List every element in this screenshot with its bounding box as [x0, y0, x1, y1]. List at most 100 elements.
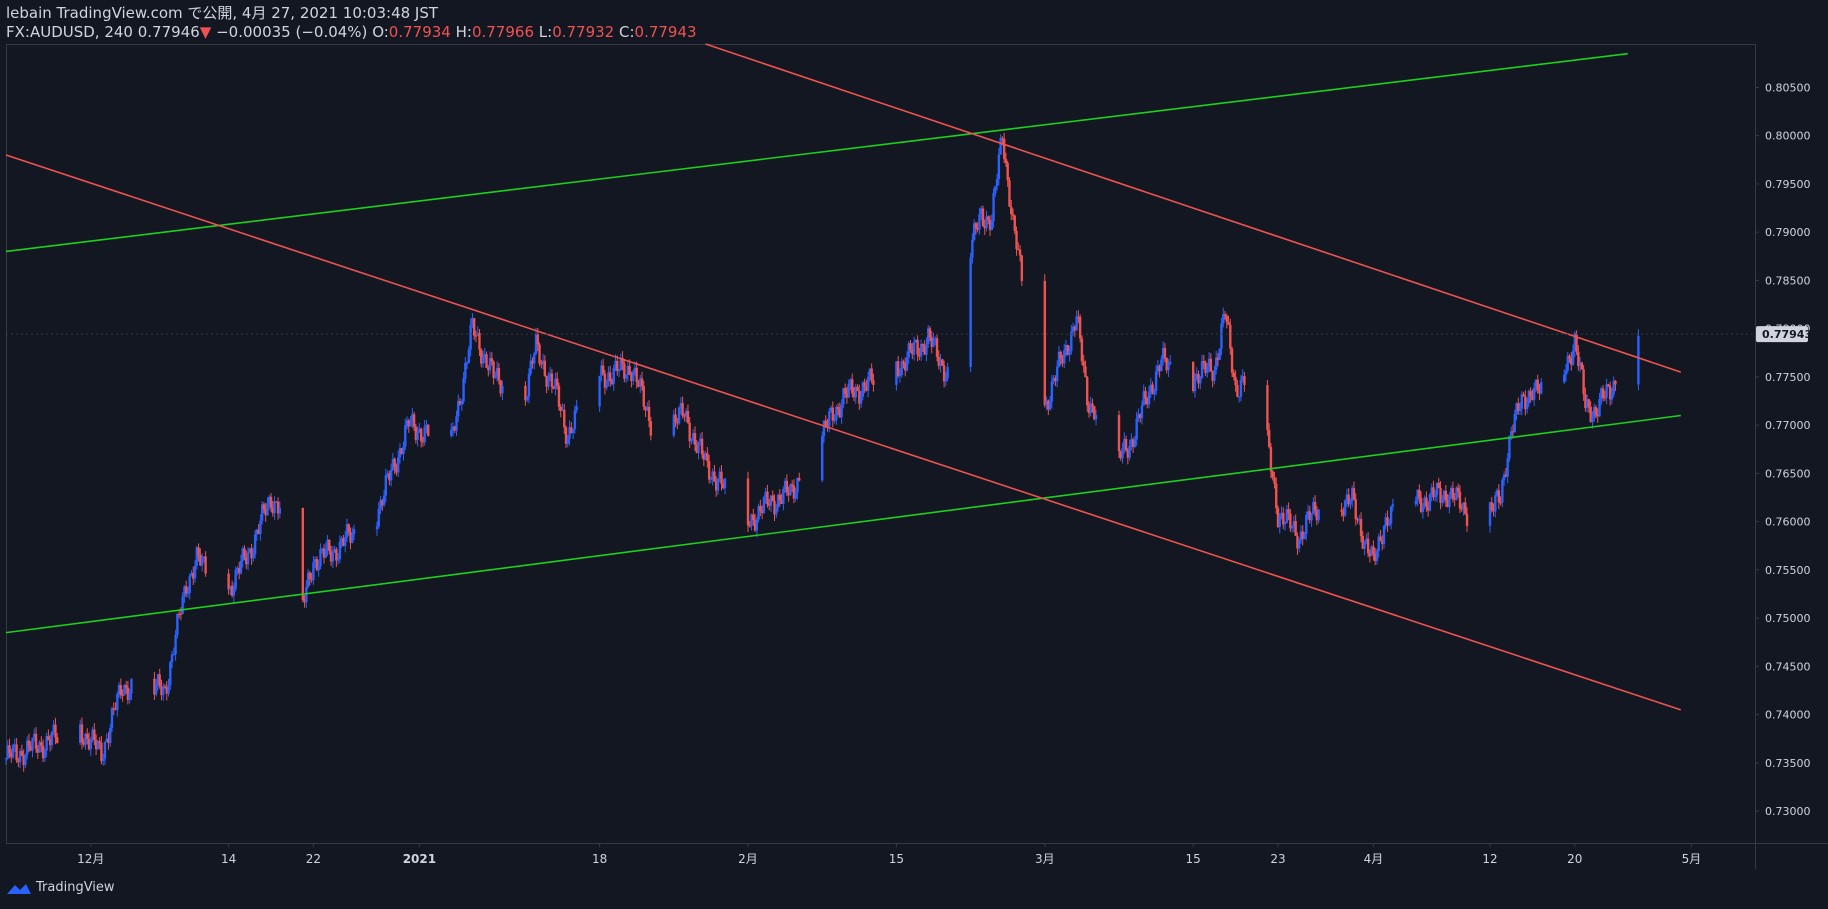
trendlines-layer[interactable]: [5, 43, 1682, 711]
candle-body: [17, 760, 20, 763]
candle-body: [524, 385, 527, 401]
tradingview-logo-icon[interactable]: [6, 881, 32, 895]
candle-body: [997, 154, 1001, 180]
candle-body: [700, 438, 704, 455]
candle-body: [1292, 521, 1296, 527]
candle-body: [109, 728, 112, 744]
candle-body: [464, 362, 467, 379]
candle-body: [335, 549, 338, 561]
candle-body: [605, 381, 608, 388]
candle-body: [467, 349, 471, 363]
price-axis[interactable]: 0.805000.800000.795000.790000.785000.780…: [1755, 81, 1811, 818]
candle-body: [707, 461, 711, 480]
candle-body: [1214, 357, 1218, 371]
candle-body: [257, 529, 260, 535]
candle-body: [1414, 500, 1417, 505]
candle-body: [1123, 438, 1126, 449]
candle-body: [313, 559, 317, 563]
candle-body: [1167, 364, 1170, 371]
candle-body: [612, 368, 615, 385]
candle-body: [916, 339, 919, 355]
candle-body: [870, 368, 873, 381]
candle-body: [47, 736, 50, 741]
candle-body: [1614, 380, 1617, 385]
trendline[interactable]: [5, 52, 1628, 253]
candle-body: [1419, 497, 1423, 513]
candle-body: [1499, 502, 1502, 504]
candle-body: [1121, 448, 1124, 459]
candle-body: [193, 565, 197, 579]
candle-body: [1465, 514, 1469, 526]
candle-body: [1418, 489, 1421, 498]
candle-body: [607, 372, 610, 382]
candle-body: [647, 406, 651, 422]
candle-body: [179, 613, 183, 615]
candle-body: [1082, 361, 1085, 367]
candle-body: [1525, 403, 1529, 410]
candle-body: [34, 733, 38, 749]
candle-body: [457, 400, 460, 417]
candle-body: [713, 471, 716, 482]
footer-brand[interactable]: TradingView: [36, 880, 115, 895]
symbol-label[interactable]: FX:AUDUSD, 240: [6, 23, 133, 41]
candle-body: [649, 421, 653, 436]
candle-body: [340, 538, 343, 542]
candle-body: [644, 406, 647, 411]
candle-body: [1580, 362, 1584, 370]
candle-body: [679, 403, 683, 408]
candle-body: [570, 427, 573, 433]
candle-body: [690, 439, 693, 442]
candle-body: [1306, 511, 1310, 516]
candle-body: [1349, 501, 1352, 505]
candle-body: [1563, 374, 1566, 383]
candle-body: [1448, 495, 1451, 508]
trendline[interactable]: [5, 154, 1682, 711]
candle-body: [56, 737, 59, 743]
candle-body: [1490, 502, 1493, 510]
candle-body: [1520, 394, 1523, 409]
time-axis[interactable]: 12月 14 22 2021 18 2月 15 3月 15 23 4月 12 20 5月: [77, 843, 1701, 866]
candle-body: [545, 375, 548, 387]
candle-body: [273, 501, 276, 514]
candle-body: [1568, 355, 1571, 358]
candle-body: [54, 724, 57, 738]
candle-body: [1368, 553, 1372, 557]
candle-body: [345, 524, 349, 538]
candle-body: [1002, 138, 1006, 160]
candle-body: [985, 216, 988, 229]
candle-body: [490, 357, 494, 362]
trendline[interactable]: [5, 414, 1681, 634]
candle-body: [1315, 510, 1319, 521]
candle-body: [1573, 333, 1576, 351]
candle-body: [250, 548, 253, 559]
trendline[interactable]: [705, 43, 1682, 373]
candle-body: [245, 557, 248, 565]
candle-body: [1156, 365, 1160, 372]
candle-body: [375, 526, 379, 530]
candle-body: [1494, 495, 1497, 512]
candle-body: [306, 572, 310, 587]
candle-body: [169, 662, 172, 686]
footer: TradingView: [6, 880, 115, 895]
candle-body: [1084, 366, 1087, 378]
down-arrow-icon: ▼: [199, 23, 212, 41]
candle-body: [1057, 351, 1061, 367]
candle-body: [849, 379, 852, 384]
candle-body: [1504, 474, 1508, 477]
candle-body: [192, 572, 195, 579]
candle-body: [1169, 361, 1172, 365]
candle-body: [252, 554, 255, 559]
candle-body: [619, 357, 622, 371]
candle-body: [1384, 517, 1387, 527]
last-price-label-box: [1756, 326, 1808, 343]
candle-body: [349, 532, 352, 543]
candle-body: [427, 424, 430, 436]
candle-body: [126, 687, 130, 700]
price-tick-label: 0.76000: [1765, 516, 1811, 529]
candle-body: [154, 683, 158, 695]
candle-body: [451, 426, 455, 430]
candle-body: [564, 427, 568, 444]
candle-body: [347, 524, 350, 533]
candle-body: [1271, 471, 1274, 478]
